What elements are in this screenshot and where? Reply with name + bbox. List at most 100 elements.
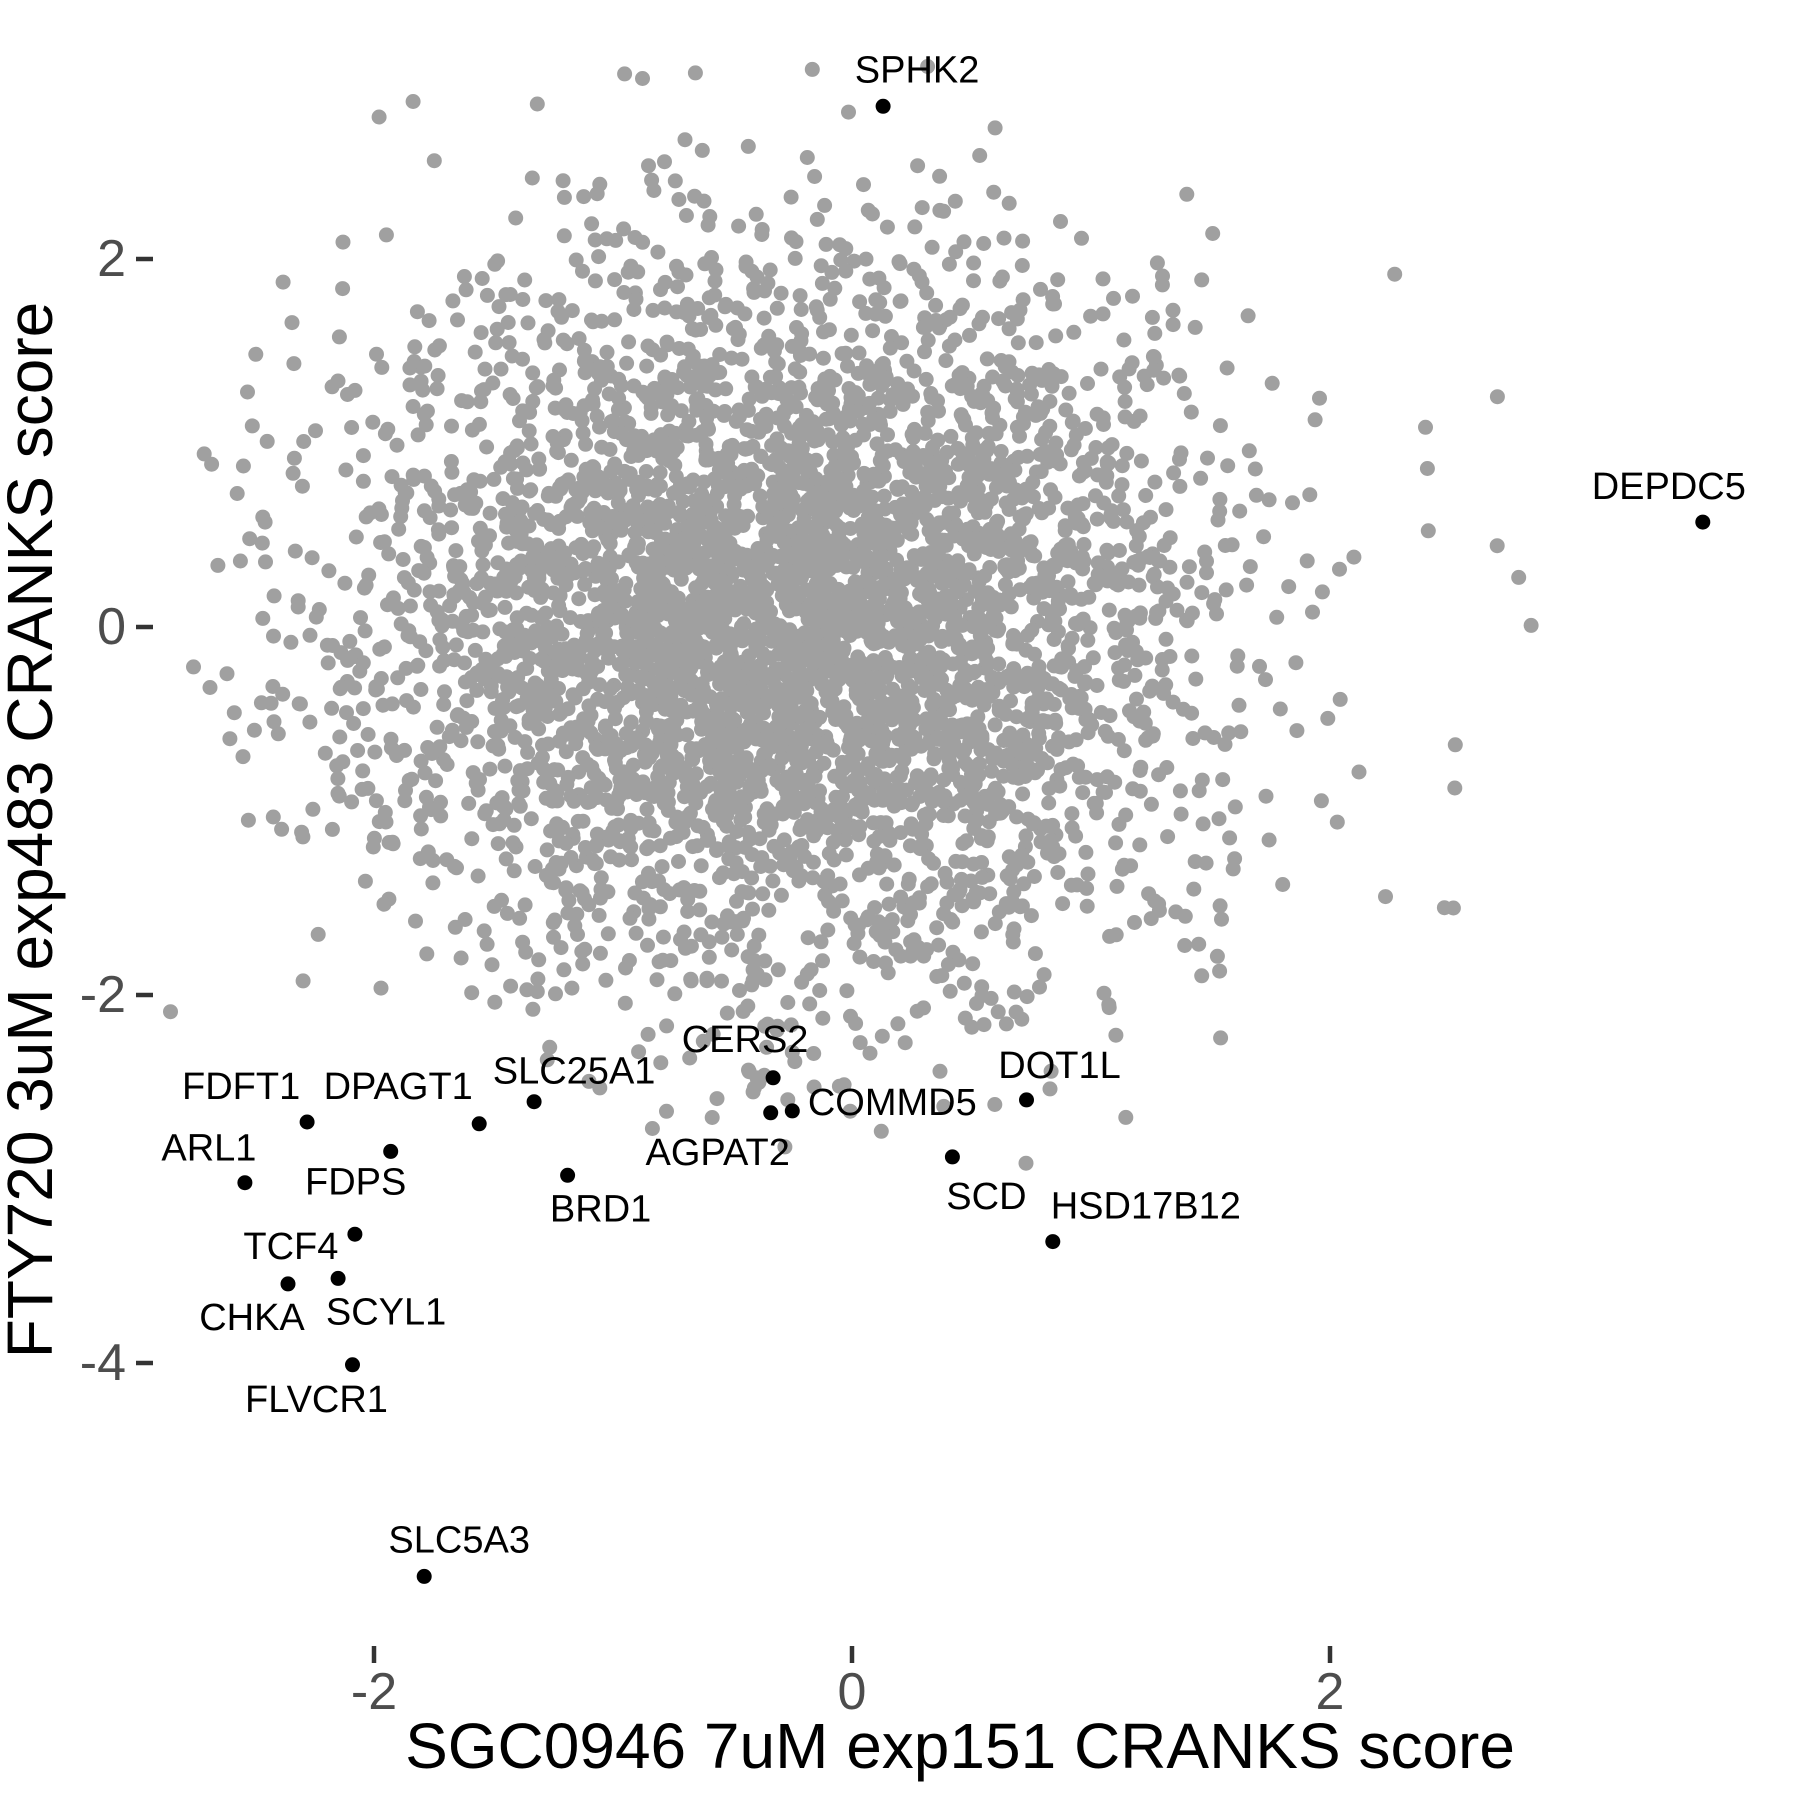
- background-data-point: [536, 653, 552, 669]
- gene-label-CERS2: CERS2: [682, 1019, 809, 1061]
- background-data-point: [1099, 454, 1115, 470]
- background-data-point: [1155, 268, 1170, 284]
- background-data-point: [257, 514, 273, 530]
- background-data-point: [413, 753, 429, 769]
- background-data-point: [694, 601, 709, 617]
- background-data-point: [855, 416, 871, 432]
- background-data-point: [709, 365, 725, 381]
- background-data-point: [953, 493, 968, 509]
- background-data-point: [1146, 566, 1162, 582]
- background-data-point: [1042, 394, 1058, 409]
- background-data-point: [1111, 672, 1127, 688]
- background-data-point: [1191, 936, 1207, 952]
- background-data-point: [467, 344, 483, 360]
- background-data-point: [1043, 1063, 1059, 1079]
- background-data-point: [295, 829, 311, 845]
- background-data-point: [1261, 832, 1277, 848]
- background-data-point: [1012, 582, 1028, 598]
- background-data-point: [600, 926, 616, 942]
- background-data-point: [707, 273, 723, 289]
- gene-point-SCYL1: [330, 1270, 346, 1286]
- background-data-point: [324, 379, 340, 395]
- background-data-point: [1014, 258, 1030, 273]
- background-data-point: [528, 708, 544, 724]
- background-data-point: [1154, 662, 1170, 678]
- background-data-point: [515, 292, 531, 307]
- background-data-point: [694, 142, 710, 158]
- background-data-point: [427, 483, 443, 499]
- background-data-point: [799, 407, 814, 423]
- background-data-point: [683, 971, 699, 987]
- background-data-point: [805, 870, 821, 886]
- background-data-point: [962, 327, 977, 343]
- background-data-point: [708, 520, 724, 536]
- background-data-point: [780, 790, 796, 806]
- background-data-point: [676, 548, 691, 564]
- background-data-point: [1188, 671, 1204, 687]
- background-data-point: [717, 404, 733, 419]
- background-data-point: [918, 371, 934, 387]
- background-data-point: [531, 564, 547, 580]
- background-data-point: [1281, 579, 1297, 595]
- background-data-point: [592, 419, 607, 435]
- background-data-point: [1080, 376, 1095, 391]
- background-data-point: [478, 803, 494, 819]
- background-data-point: [657, 300, 673, 316]
- background-data-point: [851, 345, 867, 361]
- background-data-point: [500, 315, 516, 330]
- background-data-point: [667, 173, 683, 189]
- background-data-point: [735, 518, 751, 533]
- background-data-point: [866, 954, 882, 969]
- background-data-point: [1095, 271, 1111, 287]
- gene-point-CERS2: [765, 1070, 781, 1086]
- background-data-point: [787, 250, 803, 266]
- x-axis-tick-label: 0: [838, 1663, 867, 1721]
- background-data-point: [371, 109, 387, 125]
- background-data-point: [635, 648, 651, 664]
- background-data-point: [1225, 861, 1241, 877]
- background-data-point: [731, 629, 747, 645]
- background-data-point: [544, 629, 560, 645]
- background-data-point: [974, 637, 990, 653]
- background-data-point: [509, 610, 525, 626]
- background-data-point: [496, 573, 512, 589]
- background-data-point: [570, 813, 586, 829]
- background-data-point: [1160, 829, 1176, 845]
- background-data-point: [813, 934, 829, 950]
- background-data-point: [899, 782, 914, 798]
- background-data-point: [564, 303, 580, 319]
- background-data-point: [693, 927, 709, 943]
- background-data-point: [456, 269, 472, 284]
- background-data-point: [487, 256, 503, 272]
- background-data-point: [941, 256, 957, 272]
- background-data-point: [1076, 553, 1092, 569]
- background-data-point: [640, 937, 655, 953]
- background-data-point: [783, 1017, 799, 1033]
- background-data-point: [1051, 846, 1067, 862]
- background-data-point: [764, 437, 780, 453]
- background-data-point: [1288, 655, 1304, 671]
- background-data-point: [1047, 489, 1063, 505]
- background-data-point: [305, 801, 321, 817]
- background-data-point: [725, 711, 741, 727]
- background-data-point: [1044, 378, 1060, 394]
- background-data-point: [1269, 609, 1285, 625]
- background-data-point: [852, 949, 868, 965]
- background-data-point: [600, 644, 616, 659]
- background-data-point: [1053, 369, 1069, 385]
- background-data-point: [890, 1016, 906, 1032]
- background-data-point: [650, 244, 666, 260]
- background-data-point: [607, 272, 623, 288]
- background-data-point: [676, 789, 692, 805]
- background-data-point: [475, 557, 491, 573]
- background-data-point: [762, 369, 778, 385]
- background-data-point: [641, 815, 657, 831]
- background-data-point: [320, 655, 336, 671]
- background-data-point: [461, 795, 477, 811]
- background-data-point: [740, 998, 756, 1014]
- background-data-point: [357, 623, 373, 639]
- background-data-point: [1025, 474, 1041, 490]
- background-data-point: [487, 724, 502, 739]
- background-data-point: [539, 1052, 555, 1068]
- background-data-point: [404, 771, 420, 787]
